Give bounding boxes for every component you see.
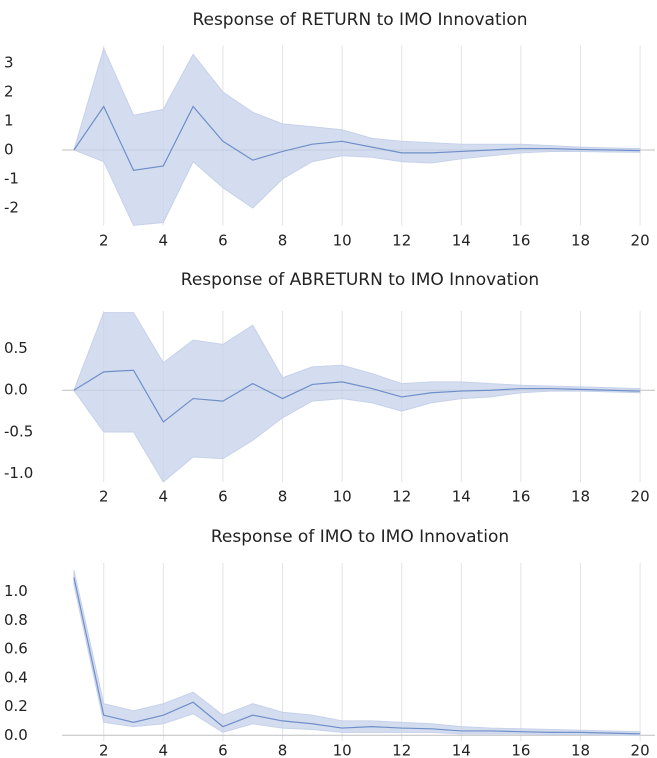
y-tick-label: -2: [4, 199, 19, 217]
y-tick-label: 3: [4, 54, 14, 72]
x-tick-label: 6: [218, 488, 228, 506]
y-tick-label: 2: [4, 83, 14, 101]
y-tick-label: 0.0: [4, 726, 28, 744]
x-tick-label: 10: [333, 488, 352, 506]
confidence-band: [74, 313, 640, 482]
x-tick-label: 12: [392, 488, 411, 506]
x-tick-label: 16: [511, 232, 530, 250]
x-tick-label: 20: [631, 232, 650, 250]
page: Response of RETURN to IMO Innovation 2 4 6 8…: [0, 0, 657, 758]
x-tick-label: 18: [571, 232, 590, 250]
x-tick-label: 16: [511, 488, 530, 506]
x-tick-label: 14: [452, 488, 471, 506]
chart-title: Response of IMO to IMO Innovation: [211, 527, 509, 547]
x-tick-label: 8: [278, 742, 288, 758]
x-tick-label: 18: [571, 742, 590, 758]
x-tick-label: 8: [278, 232, 288, 250]
x-tick-label: 2: [99, 742, 109, 758]
y-tick-label: 0.4: [4, 668, 28, 686]
y-tick-label: 0.2: [4, 697, 28, 715]
y-tick-label: -0.5: [4, 422, 33, 440]
x-tick-label: 10: [333, 232, 352, 250]
x-tick-label: 16: [511, 742, 530, 758]
x-tick-label: 6: [218, 232, 228, 250]
y-tick-label: 0.0: [4, 381, 28, 399]
x-tick-label: 12: [392, 232, 411, 250]
x-tick-label: 14: [452, 742, 471, 758]
y-tick-label: -1: [4, 170, 19, 188]
confidence-band: [74, 570, 640, 735]
x-tick-label: 4: [159, 232, 169, 250]
x-tick-label: 12: [392, 742, 411, 758]
y-tick-label: 1: [4, 112, 14, 130]
chart-title: Response of ABRETURN to IMO Innovation: [181, 270, 539, 290]
x-tick-label: 20: [631, 488, 650, 506]
x-tick-label: 14: [452, 232, 471, 250]
confidence-band: [74, 49, 640, 226]
x-tick-label: 18: [571, 488, 590, 506]
y-tick-label: 1.0: [4, 582, 28, 600]
y-tick-label: 0.5: [4, 339, 28, 357]
x-tick-label: 4: [159, 742, 169, 758]
y-tick-label: -1.0: [4, 464, 33, 482]
x-tick-label: 2: [99, 232, 109, 250]
x-tick-label: 6: [218, 742, 228, 758]
y-tick-label: 0.6: [4, 640, 28, 658]
y-tick-label: 0: [4, 141, 14, 159]
y-tick-label: 0.8: [4, 611, 28, 629]
chart-title: Response of RETURN to IMO Innovation: [192, 10, 527, 30]
x-tick-label: 4: [159, 488, 169, 506]
chart-panel: Response of RETURN to IMO Innovation 2 4 6 8…: [0, 0, 657, 758]
x-tick-label: 8: [278, 488, 288, 506]
x-tick-label: 2: [99, 488, 109, 506]
x-tick-label: 20: [631, 742, 650, 758]
x-tick-label: 10: [333, 742, 352, 758]
